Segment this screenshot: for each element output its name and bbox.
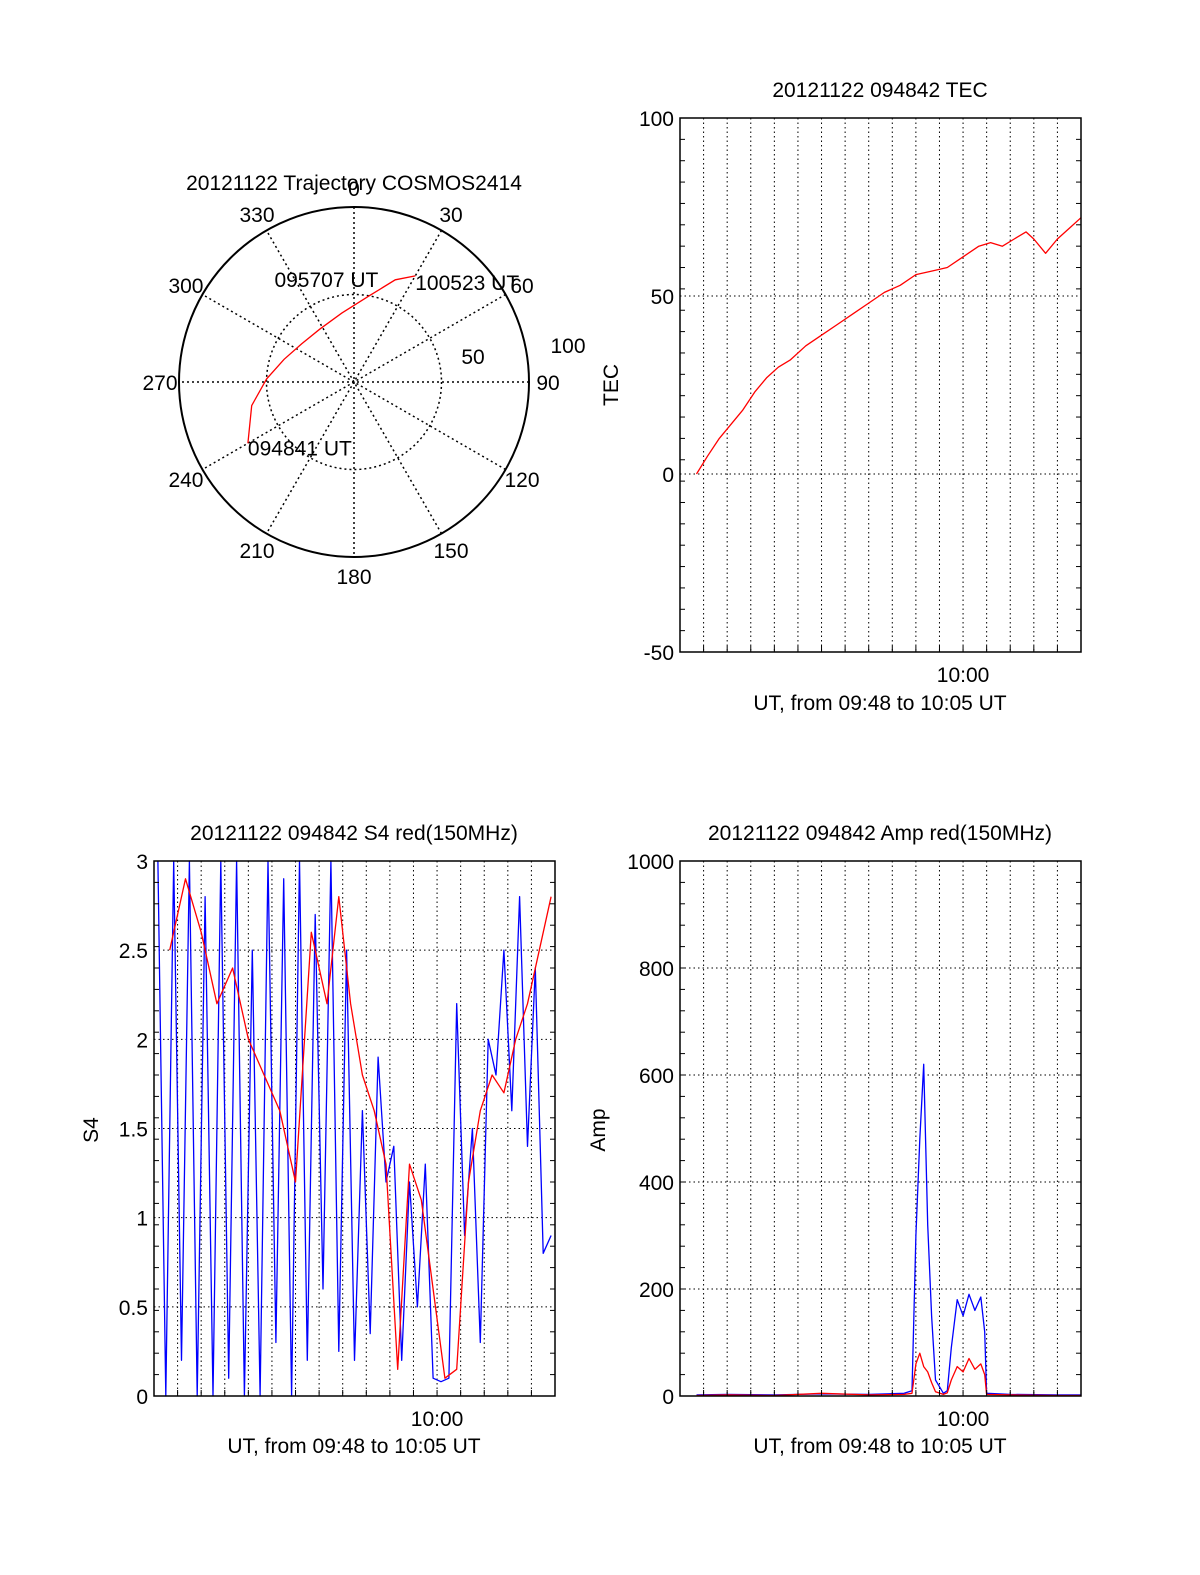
polar-spokes bbox=[179, 207, 529, 557]
amp-tick-marks bbox=[680, 881, 1081, 1396]
s4-tick-marks bbox=[154, 881, 555, 1396]
polar-azimuth-label: 210 bbox=[239, 540, 274, 563]
amp-y-tick-label: 1000 bbox=[627, 851, 674, 874]
tec-title: 20121122 094842 TEC bbox=[772, 79, 987, 102]
amp-y-tick-label: 0 bbox=[662, 1386, 674, 1409]
amp-y-tick-labels: 0 200 400 600 800 1000 bbox=[627, 851, 674, 1409]
polar-azimuth-label: 180 bbox=[336, 566, 371, 589]
amp-series-line bbox=[696, 1063, 1081, 1396]
polar-time-annotation: 095707 UT bbox=[274, 269, 378, 292]
tec-y-tick-labels: -50 0 50 100 bbox=[639, 108, 674, 665]
polar-spoke bbox=[265, 230, 443, 534]
amp-y-tick-label: 200 bbox=[639, 1279, 674, 1302]
polar-azimuth-label: 330 bbox=[239, 204, 274, 227]
polar-azimuth-labels: 0 30 60 90 120 150 180 210 240 270 300 330 bbox=[142, 178, 559, 589]
tec-ylabel: TEC bbox=[600, 364, 623, 406]
tec-plot-frame bbox=[679, 117, 1082, 653]
amp-x-tick-label: 10:00 bbox=[937, 1408, 990, 1431]
polar-time-annotation: 094841 UT bbox=[248, 437, 352, 460]
tec-y-tick-label: -50 bbox=[644, 642, 674, 665]
amp-plot-frame bbox=[679, 860, 1082, 1397]
amp-y-tick-label: 800 bbox=[639, 958, 674, 981]
polar-azimuth-label: 240 bbox=[168, 469, 203, 492]
polar-time-annotation: 100523 UT bbox=[415, 272, 519, 295]
polar-annotations: 094841 UT 095707 UT 100523 UT bbox=[248, 269, 519, 460]
polar-azimuth-label: 270 bbox=[142, 372, 177, 395]
s4-y-tick-labels: 0 0.5 1 1.5 2 2.5 3 bbox=[119, 851, 148, 1409]
polar-trajectory-chart: 20121122 Trajectory COSMOS2414 0 30 60 90 12… bbox=[142, 172, 585, 589]
s4-x-tick-labels: 10:00 bbox=[411, 1408, 464, 1431]
polar-azimuth-label: 120 bbox=[504, 469, 539, 492]
polar-azimuth-label: 90 bbox=[536, 372, 559, 395]
polar-grid bbox=[178, 206, 530, 558]
amp-title: 20121122 094842 Amp red(150MHz) bbox=[708, 822, 1052, 845]
s4-y-tick-label: 1.5 bbox=[119, 1119, 148, 1142]
s4-plot-frame bbox=[153, 860, 556, 1397]
s4-y-tick-label: 0.5 bbox=[119, 1297, 148, 1320]
polar-title: 20121122 Trajectory COSMOS2414 bbox=[186, 172, 522, 195]
tec-gridlines bbox=[680, 118, 1081, 652]
tec-series bbox=[695, 217, 1082, 475]
tec-chart: 20121122 094842 TEC -50 0 50 100 10:00 UT, … bbox=[600, 79, 1082, 715]
s4-y-tick-label: 3 bbox=[136, 851, 148, 874]
tec-y-tick-label: 100 bbox=[639, 108, 674, 131]
amp-series-line bbox=[696, 1352, 1081, 1397]
amp-series bbox=[696, 1063, 1081, 1397]
tec-y-tick-label: 50 bbox=[651, 286, 674, 309]
s4-ylabel: S4 bbox=[80, 1117, 103, 1143]
polar-azimuth-label: 30 bbox=[439, 204, 462, 227]
tec-x-tick-labels: 10:00 bbox=[937, 664, 990, 687]
s4-series-line bbox=[157, 860, 552, 1397]
s4-y-tick-label: 2.5 bbox=[119, 940, 148, 963]
polar-azimuth-label: 150 bbox=[433, 540, 468, 563]
amp-chart: 20121122 094842 Amp red(150MHz) 0 200 400 6… bbox=[587, 822, 1082, 1458]
amp-y-tick-label: 600 bbox=[639, 1065, 674, 1088]
s4-y-tick-label: 0 bbox=[136, 1386, 148, 1409]
polar-inner-circle bbox=[265, 293, 443, 471]
s4-y-tick-label: 2 bbox=[136, 1029, 148, 1052]
amp-x-tick-labels: 10:00 bbox=[937, 1408, 990, 1431]
amp-ylabel: Amp bbox=[587, 1108, 610, 1151]
polar-trajectory-line bbox=[247, 275, 416, 444]
tec-y-tick-label: 0 bbox=[662, 464, 674, 487]
tec-xlabel: UT, from 09:48 to 10:05 UT bbox=[753, 692, 1006, 715]
polar-radius-labels: 50 100 bbox=[461, 335, 585, 369]
s4-title: 20121122 094842 S4 red(150MHz) bbox=[190, 822, 518, 845]
polar-trajectory-series bbox=[247, 275, 416, 444]
amp-y-tick-label: 400 bbox=[639, 1172, 674, 1195]
tec-tick-marks bbox=[680, 138, 1081, 652]
polar-radius-label: 100 bbox=[550, 335, 585, 358]
polar-azimuth-label: 60 bbox=[510, 275, 533, 298]
polar-azimuth-label: 0 bbox=[348, 178, 360, 201]
tec-series-line bbox=[695, 217, 1082, 475]
s4-xlabel: UT, from 09:48 to 10:05 UT bbox=[227, 1435, 480, 1458]
polar-azimuth-label: 300 bbox=[168, 275, 203, 298]
s4-x-tick-label: 10:00 bbox=[411, 1408, 464, 1431]
polar-radius-label: 50 bbox=[461, 346, 484, 369]
amp-gridlines bbox=[680, 861, 1081, 1396]
s4-series bbox=[157, 860, 552, 1397]
s4-y-tick-label: 1 bbox=[136, 1208, 148, 1231]
s4-series-line bbox=[169, 878, 552, 1379]
tec-x-tick-label: 10:00 bbox=[937, 664, 990, 687]
amp-xlabel: UT, from 09:48 to 10:05 UT bbox=[753, 1435, 1006, 1458]
s4-chart: 20121122 094842 S4 red(150MHz) 0 0.5 1 1.5 2… bbox=[80, 822, 556, 1458]
